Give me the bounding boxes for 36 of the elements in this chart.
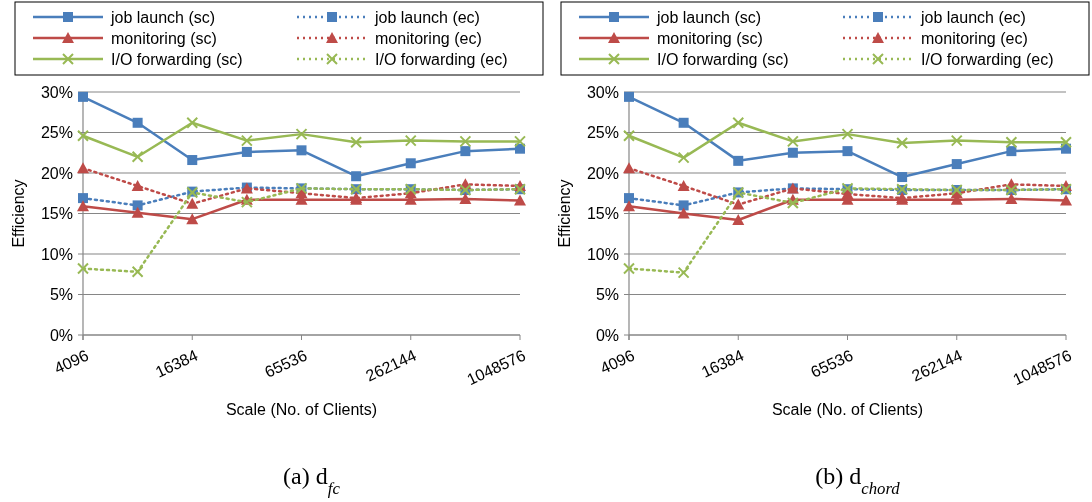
y-tick-label: 10% <box>586 245 619 263</box>
legend-label: I/O forwarding (ec) <box>921 50 1054 68</box>
x-tick-label: 65536 <box>261 346 310 381</box>
y-axis-title: Efficiency <box>10 179 27 248</box>
legend-label: I/O forwarding (ec) <box>375 50 508 68</box>
y-tick-label: 0% <box>595 326 619 344</box>
legend-label: job launch (sc) <box>656 8 762 26</box>
y-tick-label: 25% <box>586 124 619 142</box>
legend-label: job launch (ec) <box>920 8 1026 26</box>
y-tick-label: 0% <box>49 326 73 344</box>
x-axis-title: Scale (No. of Clients) <box>225 401 378 418</box>
y-tick-label: 15% <box>40 205 73 223</box>
legend-label: job launch (sc) <box>110 8 216 26</box>
x-tick-label: 65536 <box>807 346 856 381</box>
y-tick-label: 30% <box>586 83 619 101</box>
x-tick-label: 4096 <box>51 346 92 377</box>
text: (a) d$_{fc}$ <box>283 463 341 498</box>
y-tick-label: 20% <box>40 164 73 182</box>
legend-label: job launch (ec) <box>374 8 480 26</box>
legend-label: monitoring (ec) <box>375 29 482 47</box>
legend-label: monitoring (ec) <box>921 29 1028 47</box>
legend-label: I/O forwarding (sc) <box>111 50 243 68</box>
y-tick-label: 30% <box>40 83 73 101</box>
x-tick-label: 4096 <box>597 346 638 377</box>
y-tick-label: 5% <box>49 286 73 304</box>
y-tick-label: 25% <box>40 124 73 142</box>
y-tick-label: 15% <box>586 205 619 223</box>
legend-label: monitoring (sc) <box>657 29 763 47</box>
legend-label: monitoring (sc) <box>111 29 217 47</box>
y-tick-label: 20% <box>586 164 619 182</box>
y-tick-label: 5% <box>595 286 619 304</box>
text: (b) d$_{chord}$ <box>815 463 901 498</box>
y-axis-title: Efficiency <box>556 179 573 248</box>
y-tick-label: 10% <box>40 245 73 263</box>
legend-label: I/O forwarding (sc) <box>657 50 789 68</box>
x-axis-title: Scale (No. of Clients) <box>771 401 924 418</box>
